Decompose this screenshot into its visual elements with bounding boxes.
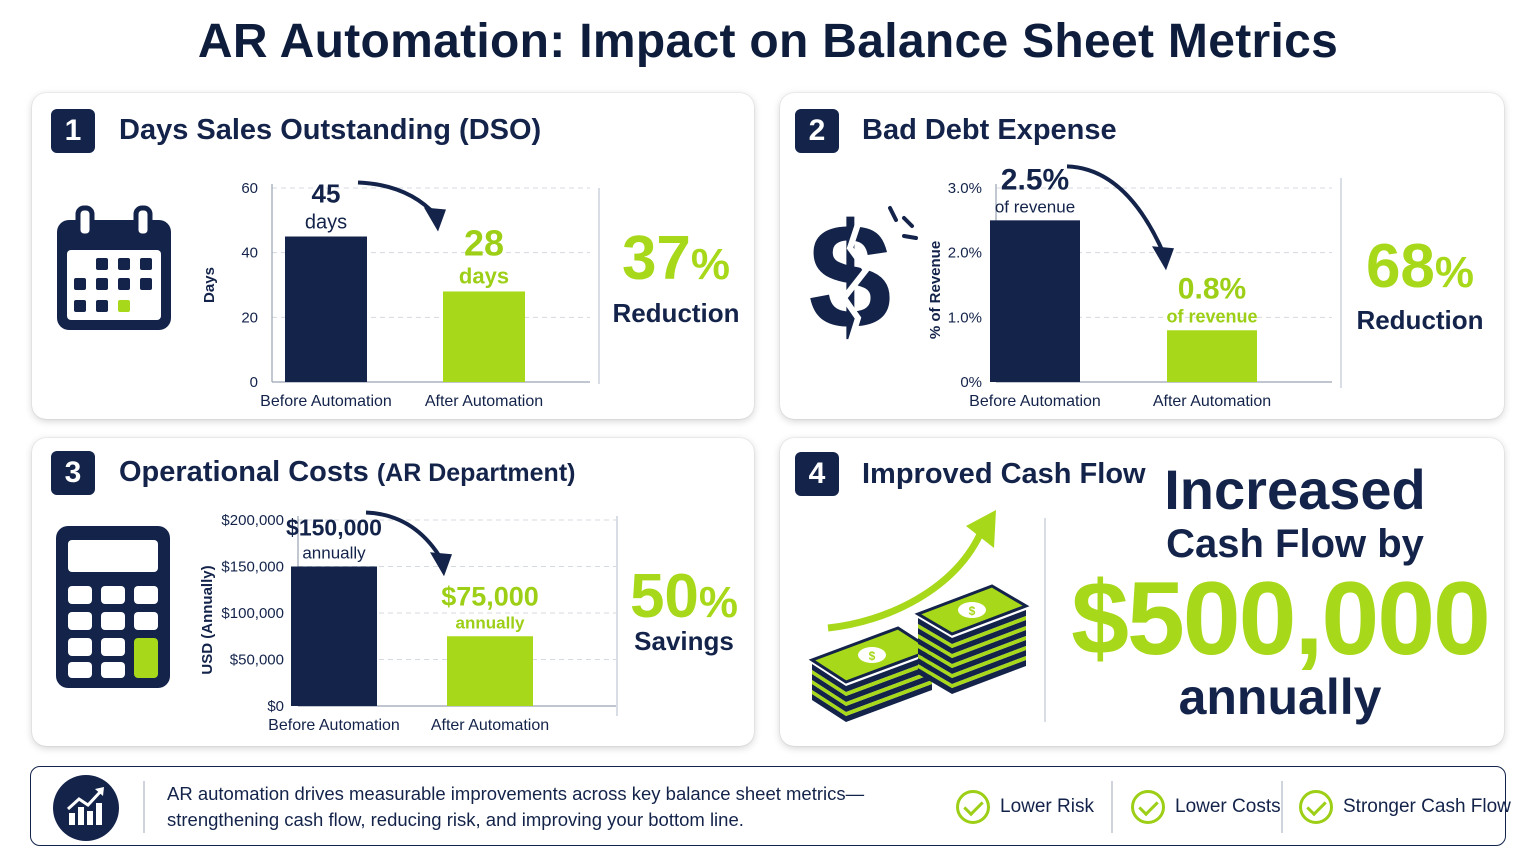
page-title: AR Automation: Impact on Balance Sheet M… [197, 15, 1339, 68]
data-label-value: 0.8% [1178, 272, 1246, 305]
y-tick-label: $50,000 [230, 652, 284, 669]
data-label-value: 28 [464, 222, 504, 263]
y-tick-label: 60 [241, 180, 258, 197]
dso-divider [598, 188, 600, 384]
trend-arrow-head [1152, 246, 1174, 271]
trend-arrow-head [424, 207, 446, 232]
cash-line-increased: Increased [1164, 458, 1426, 521]
data-label-value: $150,000 [286, 515, 382, 541]
y-tick-label: 3.0% [948, 180, 982, 197]
data-label-unit: annually [302, 544, 366, 563]
broken-dollar-icon: $ [808, 200, 918, 355]
bar [291, 566, 377, 706]
x-category-label: After Automation [431, 717, 549, 734]
summary-footer: AR automation drives measurable improvem… [30, 766, 1511, 846]
costs-savings-label: Savings [634, 626, 734, 656]
x-category-label: Before Automation [268, 717, 400, 734]
calculator-icon [56, 526, 170, 688]
bad-debt-reduction-label: Reduction [1356, 305, 1484, 335]
data-label-unit: days [459, 263, 509, 288]
data-label-value: 45 [312, 179, 341, 209]
footer-divider [1111, 781, 1113, 833]
footer-text: AR automation drives measurable improvem… [167, 781, 887, 833]
y-tick-label: 2.0% [948, 245, 982, 262]
bad-debt-chart: 0% 1.0% 2.0% 3.0% % of Revenue Before Automat… [927, 163, 1332, 410]
cash-line-cash-flow-by: Cash Flow by [1166, 522, 1424, 566]
dso-panel-title: Days Sales Outstanding (DSO) [119, 114, 542, 146]
svg-text:$: $ [869, 649, 876, 663]
svg-text:$: $ [969, 604, 976, 618]
bar [990, 220, 1080, 382]
x-category-label: Before Automation [969, 393, 1101, 410]
panel-number-2: 2 [795, 109, 839, 153]
footer-divider [1281, 781, 1283, 833]
costs-panel-title: Operational Costs (AR Department) [119, 456, 576, 488]
trend-arrow [357, 180, 438, 217]
dso-reduction-label: Reduction [612, 298, 740, 328]
y-axis-label: USD (Annually) [199, 565, 216, 674]
panel-number-4: 4 [795, 452, 839, 496]
data-label-unit: of revenue [1166, 306, 1257, 326]
svg-text:$: $ [808, 200, 891, 355]
y-tick-label: $100,000 [221, 605, 284, 622]
check-icon [1299, 790, 1333, 824]
y-tick-label: 40 [241, 245, 258, 262]
bad-debt-reduction-percent: 68% [1365, 232, 1475, 301]
check-stronger-cash-flow: Stronger Cash Flow [1299, 789, 1511, 825]
x-category-label: Before Automation [260, 393, 392, 410]
x-category-label: After Automation [1153, 393, 1271, 410]
footer-divider [143, 781, 145, 833]
trend-arrow-head [430, 552, 452, 577]
bad-debt-panel [780, 93, 1504, 419]
y-tick-label: 0% [960, 374, 982, 391]
y-tick-label: $0 [267, 698, 284, 715]
y-axis-label: Days [201, 267, 218, 303]
dso-reduction-percent: 37% [621, 224, 731, 293]
data-label-unit: of revenue [995, 197, 1075, 216]
money-stacks-icon: $ $ [808, 510, 1030, 722]
x-category-label: After Automation [425, 393, 543, 410]
bad-debt-panel-title: Bad Debt Expense [862, 114, 1117, 146]
y-axis-label: % of Revenue [927, 241, 944, 339]
cash-line-annually: annually [1178, 669, 1382, 725]
y-tick-label: 20 [241, 309, 258, 326]
footer-line-2: strengthening cash flow, reducing risk, … [167, 809, 744, 830]
y-tick-label: $200,000 [221, 512, 284, 529]
dso-chart: 0 20 40 60 Days Before Automation 45 days After … [201, 179, 590, 410]
data-label-unit: days [305, 212, 347, 234]
check-icon [956, 790, 990, 824]
y-tick-label: 1.0% [948, 309, 982, 326]
trend-arrow [365, 510, 444, 562]
y-tick-label: 0 [250, 374, 258, 391]
y-tick-label: $150,000 [221, 559, 284, 576]
calendar-icon [57, 205, 171, 330]
check-lower-costs: Lower Costs [1131, 789, 1281, 825]
panel-number-3: 3 [51, 451, 95, 495]
data-label-unit: annually [456, 613, 526, 632]
check-icon [1131, 790, 1165, 824]
trend-arrow [1066, 164, 1166, 256]
cash-flow-panel-title: Improved Cash Flow [862, 458, 1146, 490]
costs-divider [616, 516, 618, 716]
data-label-value: $75,000 [441, 581, 539, 611]
bar [447, 636, 533, 706]
panel-number-1: 1 [51, 109, 95, 153]
bar [285, 236, 367, 382]
cash-divider [1044, 518, 1046, 722]
cash-amount: $500,000 [1071, 561, 1491, 677]
bad-debt-divider [1340, 178, 1342, 388]
bar [443, 291, 525, 382]
check-lower-risk: Lower Risk [956, 789, 1094, 825]
data-label-value: 2.5% [1001, 163, 1069, 196]
bar [1167, 330, 1257, 382]
footer-line-1: AR automation drives measurable improvem… [167, 783, 865, 804]
costs-savings-percent: 50% [629, 562, 739, 631]
growth-chart-icon [53, 775, 119, 841]
